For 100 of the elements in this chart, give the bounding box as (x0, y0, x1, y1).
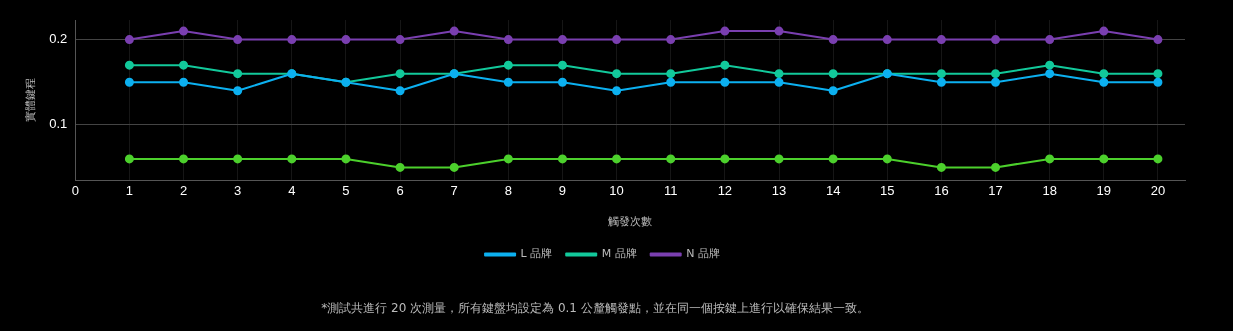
point (449, 26, 459, 36)
point (828, 86, 838, 96)
x-tick-label: 11 (663, 182, 678, 198)
x-tick-label: 16 (934, 182, 949, 198)
point (612, 154, 622, 164)
x-tick-label: 12 (717, 182, 733, 198)
point (936, 162, 946, 172)
point (179, 154, 189, 164)
point (503, 60, 513, 70)
point (124, 77, 134, 87)
x-tick-label: 10 (609, 182, 624, 198)
x-tick-label: 18 (1042, 182, 1057, 198)
point (124, 35, 134, 45)
point (774, 154, 784, 164)
point (233, 69, 243, 79)
point (1153, 69, 1163, 79)
point (666, 69, 676, 79)
point (720, 154, 730, 164)
point (666, 77, 676, 87)
x-tick-label: 9 (558, 182, 567, 198)
point (1099, 69, 1109, 79)
x-tick-label: 6 (396, 182, 404, 198)
legend-label: L 品牌 (520, 247, 553, 261)
point (449, 162, 459, 172)
y-axis-title: 實體鍵程 (23, 78, 36, 123)
point (1099, 154, 1109, 164)
point (287, 154, 297, 164)
point (774, 26, 784, 36)
legend-label: M 品牌 (601, 247, 637, 261)
point (666, 154, 676, 164)
x-tick-label: 15 (880, 182, 895, 198)
point (1153, 154, 1163, 164)
point (341, 154, 351, 164)
point (1099, 77, 1109, 87)
point (936, 35, 946, 45)
point (720, 60, 730, 70)
point (395, 35, 405, 45)
x-tick-label: 2 (179, 182, 188, 198)
x-axis-title: 觸發次數 (608, 215, 653, 228)
point (1045, 154, 1055, 164)
x-tick-label: 17 (988, 182, 1003, 198)
point (287, 35, 297, 45)
x-tick-label: 4 (288, 182, 296, 198)
x-tick-label: 5 (342, 182, 350, 198)
point (233, 35, 243, 45)
point (341, 35, 351, 45)
x-tick-label: 20 (1150, 182, 1166, 198)
point (557, 77, 567, 87)
point (557, 35, 567, 45)
point (233, 86, 243, 96)
point (936, 69, 946, 79)
point (1045, 69, 1055, 79)
x-tick-label: 19 (1096, 182, 1112, 198)
point (774, 69, 784, 79)
point (179, 60, 189, 70)
point (179, 77, 189, 87)
point (395, 69, 405, 79)
point (1153, 35, 1163, 45)
point (828, 69, 838, 79)
point (828, 35, 838, 45)
point (233, 154, 243, 164)
point (503, 35, 513, 45)
point (720, 77, 730, 87)
point (1045, 35, 1055, 45)
point (503, 154, 513, 164)
point (124, 154, 134, 164)
x-tick-label: 7 (450, 182, 458, 198)
x-tick-label: 0 (71, 182, 79, 198)
point (720, 26, 730, 36)
point (1099, 26, 1109, 36)
point (1045, 60, 1055, 70)
x-tick-label: 1 (125, 182, 134, 198)
x-tick-label: 14 (825, 182, 841, 198)
point (612, 35, 622, 45)
point (557, 154, 567, 164)
point (124, 60, 134, 70)
point (991, 69, 1001, 79)
y-tick-label: 0.1 (49, 116, 68, 132)
point (395, 86, 405, 96)
x-tick-label: 3 (234, 182, 242, 198)
point (828, 154, 838, 164)
point (503, 77, 513, 87)
point (882, 35, 892, 45)
x-tick-label: 13 (771, 182, 787, 198)
y-tick-label: 0.2 (49, 31, 68, 47)
point (936, 77, 946, 87)
point (991, 77, 1001, 87)
point (1153, 77, 1163, 87)
point (991, 35, 1001, 45)
point (179, 26, 189, 36)
point (991, 162, 1001, 172)
point (774, 77, 784, 87)
point (557, 60, 567, 70)
point (612, 69, 622, 79)
point (882, 154, 892, 164)
point (395, 162, 405, 172)
point (612, 86, 622, 96)
legend-label: N 品牌 (686, 247, 720, 261)
text: *測試共進行 20 次測量，所有鍵盤均設定為 0.1 公釐觸發點，並在同一個按鍵上進行以確保結果一致。 (320, 300, 870, 317)
point (666, 35, 676, 45)
